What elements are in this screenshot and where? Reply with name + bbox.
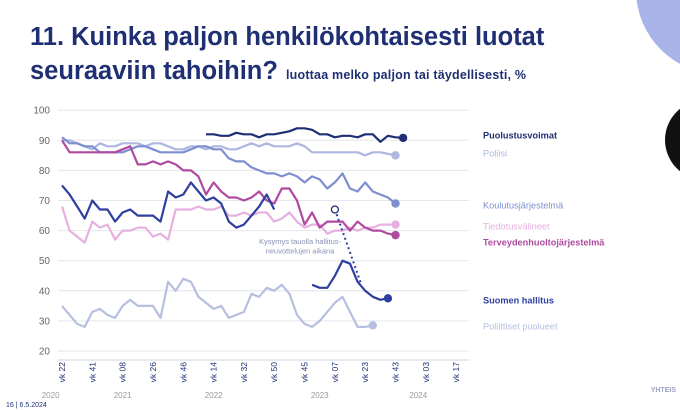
series-end-marker <box>391 230 400 240</box>
annotation-text: neuvottelujen aikana <box>266 247 336 256</box>
series-line-Puolustusvoimat <box>206 127 404 143</box>
y-tick-label: 50 <box>39 256 51 267</box>
series-line-Suomen hallitus <box>61 181 276 229</box>
series-line-Poliittiset puolueet <box>61 277 374 328</box>
x-tick-label: vk 03 <box>421 362 431 383</box>
x-tick-label: vk 43 <box>391 362 401 383</box>
legend-label: Puolustusvoimat <box>483 131 557 141</box>
chart-subtitle: luottaa melko paljon tai täydellisesti, … <box>285 68 527 82</box>
hallitus-gap-dotted <box>333 209 363 286</box>
series-end-marker <box>391 199 400 208</box>
series-line-Poliisi <box>62 139 396 157</box>
x-tick-label: vk 41 <box>87 362 97 383</box>
footer-brand: YHTEIS <box>650 387 676 394</box>
title-line-2: seuraaviin tahoihin? luottaa melko paljon… <box>30 54 630 92</box>
x-tick-label: vk 07 <box>330 362 340 383</box>
footer: 16 | 6.5.2024 <box>6 402 47 409</box>
year-label: 2022 <box>205 391 223 400</box>
year-label: 2023 <box>311 391 329 400</box>
y-tick-label: 90 <box>39 136 51 147</box>
footer-date: 6.5.2024 <box>19 402 47 409</box>
series-line-Tiedotusvälineet <box>60 205 396 244</box>
x-tick-label: vk 26 <box>148 362 158 383</box>
year-label: 2020 <box>42 391 60 400</box>
y-tick-label: 80 <box>39 166 51 177</box>
y-tick-label: 100 <box>33 106 50 117</box>
legend-label: Koulutusjärjestelmä <box>483 201 564 211</box>
x-tick-label: vk 22 <box>57 362 67 383</box>
x-tick-label: vk 46 <box>178 362 188 383</box>
legend-label: Tiedotusvälineet <box>483 222 550 232</box>
series-end-marker <box>391 151 400 160</box>
series-end-marker <box>391 220 400 229</box>
annotation-marker <box>330 205 340 214</box>
y-tick-label: 20 <box>39 347 51 358</box>
series-line-Suomen hallitus <box>311 259 389 301</box>
series-end-marker <box>368 321 377 330</box>
y-tick-label: 40 <box>39 286 51 297</box>
x-tick-label: vk 50 <box>269 362 279 383</box>
legend-label: Poliittiset puolueet <box>483 322 558 332</box>
x-tick-label: vk 45 <box>300 362 310 383</box>
x-tick-label: vk 14 <box>209 362 219 383</box>
x-tick-label: vk 23 <box>360 362 370 383</box>
series-end-marker <box>383 294 393 303</box>
year-label: 2021 <box>114 391 132 400</box>
legend-label: Poliisi <box>483 149 507 159</box>
x-tick-label: vk 17 <box>451 362 461 383</box>
chart-title: 11. Kuinka paljon henkilökohtaisesti luo… <box>30 20 630 92</box>
x-tick-label: vk 32 <box>239 362 249 383</box>
annotation-text: Kysymys tauolla hallitus- <box>259 237 342 246</box>
year-label: 2024 <box>409 391 427 400</box>
title-line-1: 11. Kuinka paljon henkilökohtaisesti luo… <box>30 23 545 51</box>
y-tick-label: 30 <box>39 316 51 327</box>
series-end-marker <box>398 133 408 143</box>
series-line-Terveydenhuoltojärjestelmä <box>61 139 396 237</box>
title-line-2-text: seuraaviin tahoihin? <box>30 57 278 85</box>
legend-label: Suomen hallitus <box>483 296 554 306</box>
legend-label: Terveydenhuoltojärjestelmä <box>483 238 605 248</box>
y-tick-label: 70 <box>39 196 51 207</box>
page-number: 16 <box>6 402 14 409</box>
x-tick-label: vk 08 <box>118 362 128 383</box>
y-tick-label: 60 <box>39 226 51 237</box>
